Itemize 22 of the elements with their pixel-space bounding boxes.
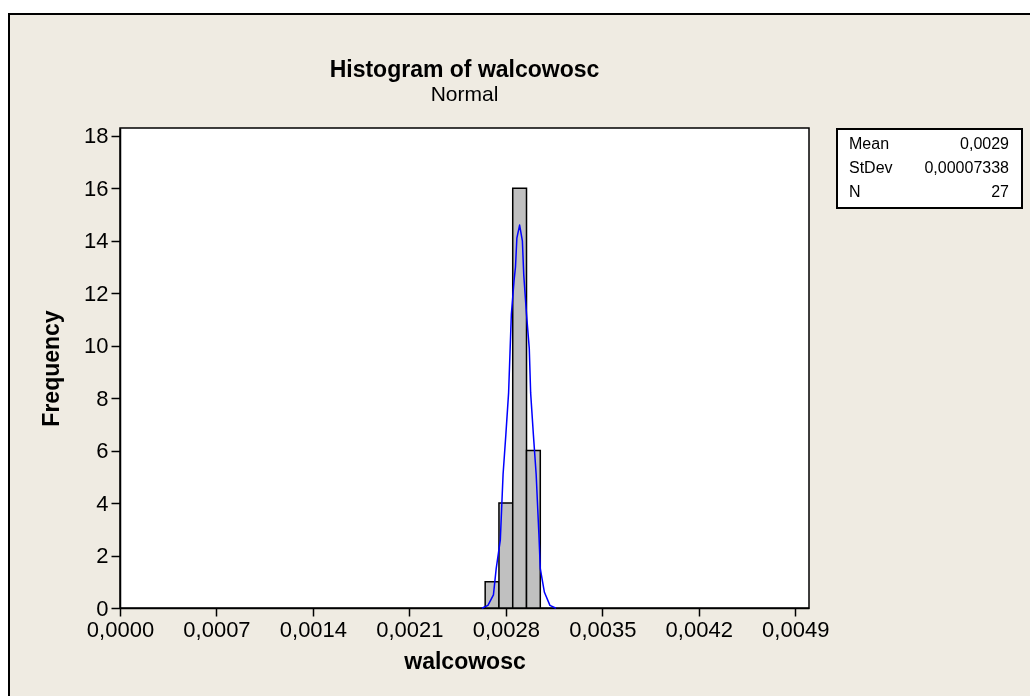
y-tick-label: 4	[96, 490, 109, 516]
y-tick-label: 10	[84, 333, 109, 359]
y-tick-label: 6	[96, 438, 109, 464]
x-tick-label: 0,0021	[376, 616, 444, 642]
x-tick-label: 0,0007	[183, 616, 251, 642]
y-tick-label: 8	[96, 385, 109, 411]
y-tick-label: 14	[84, 228, 109, 254]
x-tick-label: 0,0035	[569, 616, 637, 642]
x-tick-label: 0,0049	[762, 616, 830, 642]
line-series	[481, 224, 557, 609]
stats-box: Mean 0,0029 StDev 0,00007338 N 27	[836, 128, 1023, 209]
chart-subtitle: Normal	[430, 81, 499, 105]
y-tick-label: 12	[84, 280, 109, 306]
y-tick-label: 18	[84, 123, 109, 149]
y-tick-label: 16	[84, 175, 109, 201]
chart-title: Histogram of walcowosc	[329, 55, 600, 82]
x-tick-label: 0,0014	[279, 616, 348, 642]
x-tick-label: 0,0042	[665, 616, 733, 642]
x-tick-label: 0,0028	[472, 616, 540, 642]
y-axis-title: Frequency	[38, 310, 65, 427]
x-axis-title: walcowosc	[403, 647, 526, 674]
y-tick-label: 2	[96, 543, 109, 569]
